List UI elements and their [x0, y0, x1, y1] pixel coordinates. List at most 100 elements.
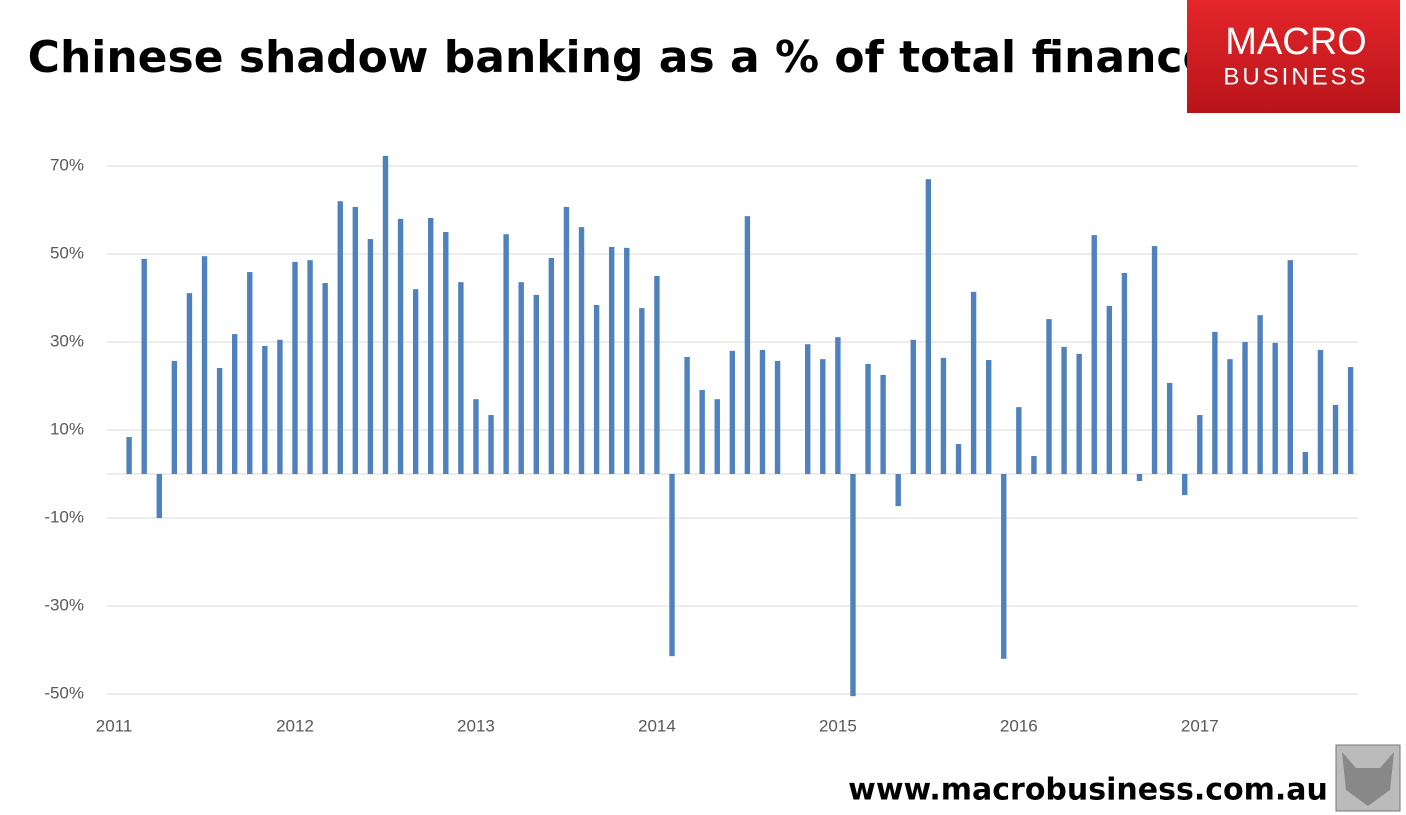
bar [1076, 353, 1082, 474]
x-tick-label: 2012 [276, 716, 314, 735]
bar [910, 339, 916, 474]
bar [940, 357, 947, 474]
bar [608, 246, 615, 474]
bar [759, 349, 766, 474]
bar [880, 375, 886, 474]
y-tick-label: -10% [44, 507, 84, 526]
x-tick-label: 2014 [638, 716, 676, 735]
y-tick-label: 50% [50, 243, 84, 262]
bar [850, 474, 856, 697]
bar [624, 247, 630, 474]
bar [548, 257, 555, 474]
bar [1001, 474, 1007, 659]
bar [1287, 260, 1293, 474]
bar [820, 359, 826, 474]
bar [171, 360, 178, 474]
bar [1046, 319, 1052, 474]
bar [337, 201, 343, 474]
bar [1227, 359, 1233, 474]
bar [367, 239, 374, 474]
x-tick-label: 2011 [96, 716, 133, 735]
bar [639, 308, 645, 474]
bar [699, 389, 705, 474]
x-tick-label: 2015 [819, 716, 857, 735]
logo-text: BUSINESS [1223, 63, 1368, 90]
bar [985, 360, 992, 474]
bar [654, 276, 660, 474]
footer-url: www.macrobusiness.com.au [848, 773, 1328, 808]
bar [835, 337, 841, 474]
y-tick-label: 10% [50, 419, 84, 438]
y-tick-label: 70% [50, 155, 84, 174]
x-tick-label: 2016 [1000, 716, 1038, 735]
bar [1182, 474, 1188, 496]
bar [503, 234, 509, 474]
bar [714, 399, 720, 474]
y-tick-label: -30% [44, 595, 84, 614]
bar [382, 155, 389, 474]
bar [729, 350, 736, 474]
bar [1091, 235, 1097, 474]
bar [277, 339, 283, 474]
bar [744, 216, 751, 474]
bar [1166, 382, 1173, 474]
bar [231, 334, 238, 474]
bar [1031, 455, 1037, 474]
bar [443, 232, 449, 474]
bar [1257, 315, 1263, 474]
bar [1272, 342, 1278, 474]
bar [1151, 246, 1158, 474]
bar [563, 206, 570, 475]
plot-area: -50% -30% -10% 10% 30% 50% 70% 2011 2012 2013 2014… [44, 155, 1359, 735]
bar [1016, 407, 1022, 474]
bar [1212, 331, 1218, 474]
bar [141, 258, 147, 474]
bar [201, 256, 208, 474]
bar [473, 399, 479, 474]
bar [428, 217, 434, 475]
bar [1317, 349, 1324, 474]
bar [186, 293, 193, 474]
bar [669, 474, 675, 657]
bar [292, 261, 298, 474]
bar [126, 437, 132, 474]
bar [412, 289, 419, 474]
logo-box [1187, 0, 1400, 113]
bar [397, 218, 404, 474]
bar [216, 367, 223, 474]
bar [865, 364, 871, 474]
bar [307, 260, 313, 474]
y-tick-label: 30% [50, 331, 84, 350]
bar [352, 206, 359, 475]
bar [684, 356, 690, 474]
chart-title: Chinese shadow banking as a % of total f… [28, 32, 1213, 83]
bar [593, 305, 600, 474]
bar [1106, 305, 1113, 474]
bar [925, 179, 932, 474]
x-tick-label: 2017 [1181, 716, 1219, 735]
y-tick-label: -50% [44, 683, 84, 702]
bar [262, 345, 268, 474]
x-tick-label: 2013 [457, 716, 495, 735]
bar [774, 360, 781, 474]
bar [1332, 404, 1339, 474]
bar [578, 227, 585, 474]
bar [970, 291, 977, 474]
bar [1061, 346, 1067, 474]
bar [458, 282, 464, 474]
bar [247, 272, 253, 474]
wolf-icon [1342, 752, 1394, 806]
bar [1197, 415, 1203, 474]
bar [533, 294, 539, 474]
bar [895, 474, 901, 507]
bar [322, 283, 328, 474]
bar [1347, 367, 1354, 474]
bar [156, 474, 162, 518]
bar [518, 282, 524, 474]
bar [1136, 474, 1143, 482]
bar [805, 344, 811, 474]
bar [955, 444, 962, 474]
bar [488, 415, 494, 474]
